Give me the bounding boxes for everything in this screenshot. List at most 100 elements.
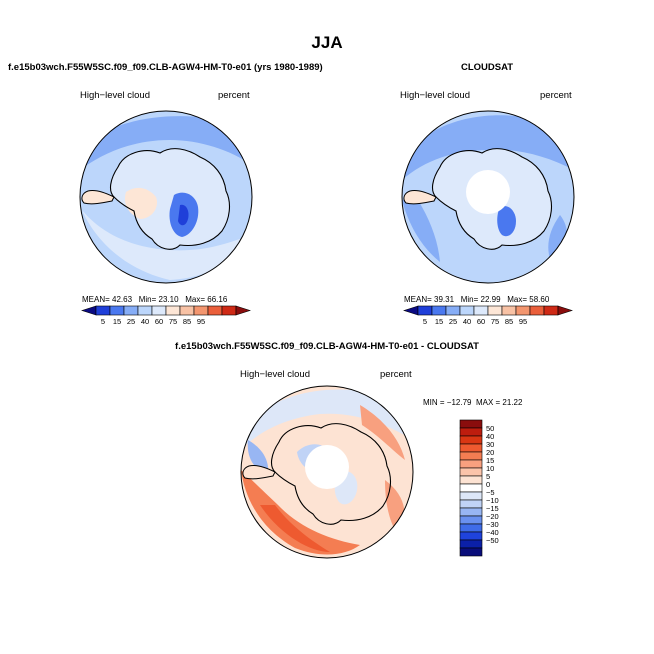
obs-map-blue-streak-east <box>548 215 567 265</box>
model-case-name: f.e15b03wch.F55W5SC.f09_f09.CLB-AGW4-HM-… <box>8 62 323 73</box>
obs-colorbar-swatch <box>403 305 419 316</box>
diff-colorbar-tick-label: 50 <box>486 424 494 433</box>
model-units-label: percent <box>218 90 250 101</box>
diff-colorbar-swatch <box>459 507 483 517</box>
model-max-label: Max= <box>185 295 206 304</box>
model-colorbar-tick-label: 15 <box>113 317 121 326</box>
diff-map-warm-east <box>360 405 405 460</box>
obs-map-blue-streak-west <box>402 200 440 262</box>
diff-map-polar-gap <box>305 445 349 489</box>
diff-stats: MIN = −12.79 MAX = 21.22 <box>423 398 522 407</box>
obs-colorbar-swatch <box>543 305 559 316</box>
diff-colorbar-swatch <box>459 531 483 541</box>
diff-colorbar-swatch <box>459 427 483 437</box>
model-variable-label: High−level cloud <box>80 90 150 101</box>
obs-variable-label: High−level cloud <box>400 90 470 101</box>
obs-colorbar-swatch <box>529 305 545 316</box>
obs-colorbar-swatch <box>445 305 461 316</box>
model-map-blue-band <box>80 116 252 170</box>
obs-case-name: CLOUDSAT <box>461 62 514 73</box>
diff-colorbar-swatch <box>459 443 483 453</box>
obs-colorbar-swatch <box>431 305 447 316</box>
diff-colorbar-swatch <box>459 515 483 525</box>
obs-mean-label: MEAN= <box>404 295 432 304</box>
diff-max-label: MAX = <box>475 398 501 407</box>
diff-colorbar-swatch <box>459 435 483 445</box>
diff-colorbar-swatch <box>459 483 483 493</box>
diff-colorbar-swatch <box>459 539 483 549</box>
obs-max-label: Max= <box>507 295 528 304</box>
model-colorbar-tick-label: 60 <box>155 317 163 326</box>
obs-map-polar-gap <box>466 170 510 214</box>
obs-colorbar-swatch <box>501 305 517 316</box>
obs-max-value: 58.60 <box>529 295 550 304</box>
diff-colorbar-tick-label: −20 <box>486 512 499 521</box>
obs-stats: MEAN= 39.31 Min= 22.99 Max= 58.60 <box>404 295 549 304</box>
obs-colorbar-tick-label: 85 <box>505 317 513 326</box>
diff-colorbar-swatch <box>459 467 483 477</box>
obs-map <box>402 111 574 283</box>
diff-colorbar-tick-label: 5 <box>486 472 490 481</box>
obs-min-value: 22.99 <box>480 295 501 304</box>
diff-colorbar-swatch <box>459 499 483 509</box>
obs-colorbar-swatch <box>459 305 475 316</box>
model-colorbar-swatch <box>193 305 209 316</box>
diff-colorbar-swatch <box>459 491 483 501</box>
diff-colorbar-tick-label: 10 <box>486 464 494 473</box>
diff-colorbar-tick-label: −10 <box>486 496 499 505</box>
obs-colorbar-swatch <box>417 305 433 316</box>
obs-colorbar-tick-label: 25 <box>449 317 457 326</box>
obs-colorbar-tick-label: 40 <box>463 317 471 326</box>
model-colorbar-tick-label: 85 <box>183 317 191 326</box>
diff-colorbar-tick-label: 0 <box>486 480 490 489</box>
diff-min-label: MIN = <box>423 398 445 407</box>
model-colorbar-swatch <box>81 305 97 316</box>
obs-colorbar: 5 15 25 40 60 75 85 95 <box>403 305 573 326</box>
obs-colorbar-tick-label: 75 <box>491 317 499 326</box>
diff-map-blue-top <box>241 389 413 450</box>
model-colorbar-tick-label: 5 <box>101 317 105 326</box>
diff-colorbar-swatch <box>459 419 483 429</box>
diff-map-warm-core <box>260 505 330 552</box>
diff-colorbar-tick-label: 15 <box>486 456 494 465</box>
obs-colorbar-tick-label: 5 <box>423 317 427 326</box>
obs-map-border <box>401 110 575 284</box>
model-min-label: Min= <box>138 295 157 304</box>
model-colorbar-swatch <box>221 305 237 316</box>
model-map-border <box>79 110 253 284</box>
diff-colorbar-swatch <box>459 547 483 557</box>
model-colorbar-tick-label: 75 <box>169 317 177 326</box>
model-colorbar-swatch <box>207 305 223 316</box>
diff-colorbar-swatch <box>459 475 483 485</box>
model-colorbar-swatch <box>109 305 125 316</box>
diff-colorbar-tick-label: 20 <box>486 448 494 457</box>
diff-colorbar-tick-label: −15 <box>486 504 499 513</box>
model-colorbar-swatch <box>137 305 153 316</box>
obs-mean-value: 39.31 <box>434 295 455 304</box>
diff-colorbar-tick-label: −50 <box>486 536 499 545</box>
model-colorbar-tick-label: 95 <box>197 317 205 326</box>
diff-min-value: −12.79 <box>446 398 472 407</box>
obs-colorbar-tick-label: 60 <box>477 317 485 326</box>
model-min-value: 23.10 <box>158 295 179 304</box>
obs-colorbar-swatch <box>557 305 573 316</box>
model-colorbar-swatch <box>151 305 167 316</box>
diff-case-name: f.e15b03wch.F55W5SC.f09_f09.CLB-AGW4-HM-… <box>175 341 479 352</box>
diff-colorbar-tick-label: −30 <box>486 520 499 529</box>
diff-colorbar-tick-label: 30 <box>486 440 494 449</box>
diff-max-value: 21.22 <box>502 398 523 407</box>
model-mean-value: 42.63 <box>112 295 133 304</box>
model-colorbar-swatch <box>95 305 111 316</box>
diff-colorbar-tick-label: −5 <box>486 488 495 497</box>
diff-colorbar-swatch <box>459 459 483 469</box>
obs-map-blue-band <box>402 115 574 180</box>
model-colorbar-swatch <box>235 305 251 316</box>
page-title: JJA <box>311 33 343 52</box>
diff-colorbar-tick-label: −40 <box>486 528 499 537</box>
model-colorbar-swatch <box>123 305 139 316</box>
diff-colorbar-swatch <box>459 451 483 461</box>
diff-units-label: percent <box>380 369 412 380</box>
model-colorbar-swatch <box>165 305 181 316</box>
obs-colorbar-swatch <box>487 305 503 316</box>
